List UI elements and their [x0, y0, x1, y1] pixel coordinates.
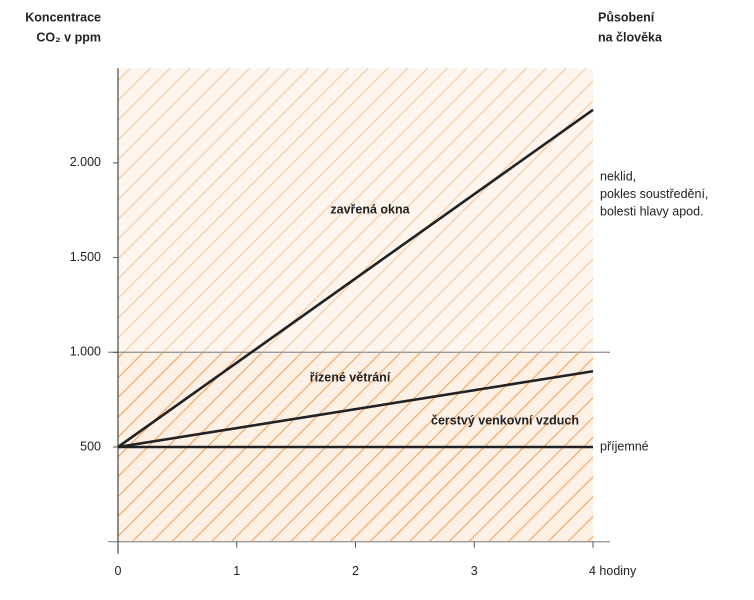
y-tick-label: 1.000 [70, 345, 101, 359]
zone-high [118, 68, 593, 353]
zone-label: příjemné [600, 439, 649, 453]
x-tick-label: 0 [115, 564, 122, 578]
y2-title: Působení [598, 10, 655, 24]
y-title: CO₂ v ppm [36, 30, 101, 44]
x-tick-label: 4 hodiny [589, 564, 637, 578]
zone-label: pokles soustředění, [600, 187, 708, 201]
series-line [117, 369, 594, 449]
series-label: čerstvý venkovní vzduch [431, 413, 579, 427]
x-tick-label: 3 [471, 564, 478, 578]
zones [118, 68, 593, 542]
y-title: Koncentrace [25, 10, 101, 24]
y-tick-label: 500 [80, 439, 101, 453]
series-label: řízené větrání [310, 370, 391, 384]
x-tick-label: 1 [233, 564, 240, 578]
zone-label: neklid, [600, 169, 636, 183]
x-tick-label: 2 [352, 564, 359, 578]
zone-label: bolesti hlavy apod. [600, 204, 704, 218]
y-tick-label: 2.000 [70, 155, 101, 169]
series-label: zavřená okna [330, 202, 410, 216]
y-tick-label: 1.500 [70, 250, 101, 264]
y2-title: na člověka [598, 30, 663, 44]
series-line [117, 108, 594, 449]
